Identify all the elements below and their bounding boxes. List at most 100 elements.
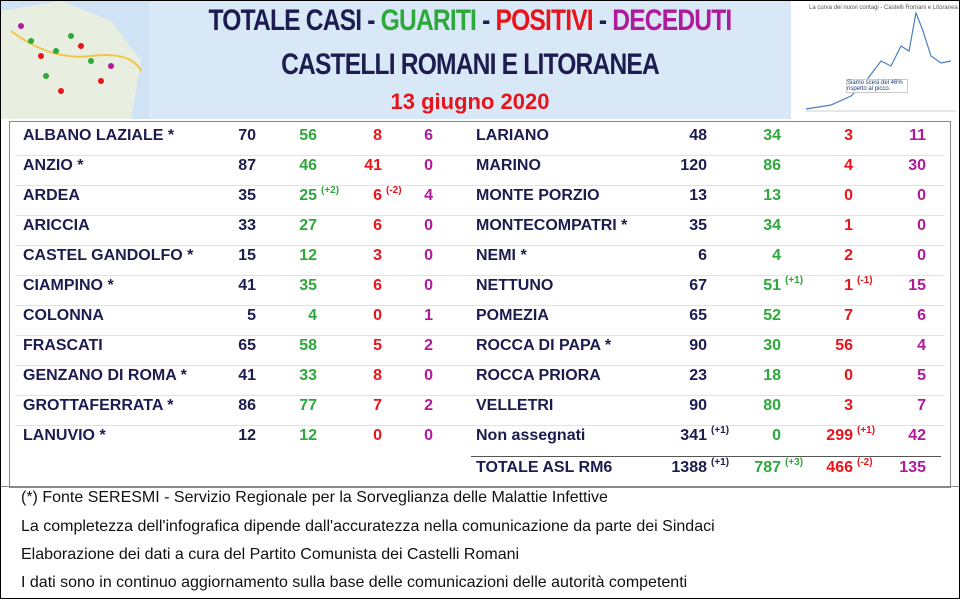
cell-positive: 6 (373, 187, 382, 204)
row-name: LARIANO (476, 127, 549, 144)
row-name: NEMI * (476, 247, 527, 264)
cell-recovered: 12 (299, 427, 317, 444)
row-name: TOTALE ASL RM6 (476, 459, 613, 476)
cell-deaths: 6 (917, 307, 926, 324)
row-divider (15, 305, 945, 306)
cell-recovered: 787 (754, 459, 781, 476)
cell-total: 90 (689, 337, 707, 354)
cell-positive: 7 (844, 307, 853, 324)
footer-note: I dati sono in continuo aggiornamento su… (21, 574, 688, 591)
cell-deaths: 0 (424, 217, 433, 234)
thumbnail-note: Siamo scesi del 46% rispetto al picco. (846, 79, 908, 93)
cell-deaths: 42 (908, 427, 926, 444)
cell-recovered: 0 (772, 427, 781, 444)
cell-recovered: 4 (308, 307, 317, 324)
cell-recovered: 27 (299, 217, 317, 234)
map-image (1, 1, 149, 119)
row-name: GROTTAFERRATA * (23, 397, 174, 414)
row-divider (15, 215, 945, 216)
title-part: GUARITI (380, 4, 477, 37)
row-name: MONTE PORZIO (476, 187, 600, 204)
cell-total: 13 (689, 187, 707, 204)
cell-positive: 5 (373, 337, 382, 354)
cell-positive: 3 (844, 397, 853, 414)
row-divider (15, 185, 945, 186)
cell-recovered: 4 (772, 247, 781, 264)
title-part: TOTALE CASI (208, 4, 363, 37)
cell-total: 65 (689, 307, 707, 324)
cell-deaths: 11 (909, 127, 926, 144)
cell-recovered: 34 (763, 127, 781, 144)
cell-recovered: 46 (299, 157, 317, 174)
cell-total: 87 (238, 157, 256, 174)
cell-deaths: 7 (917, 397, 926, 414)
cell-positive: 56 (835, 337, 853, 354)
delta-positive: (-2) (386, 185, 402, 196)
cell-deaths: 1 (424, 307, 433, 324)
cell-recovered: 56 (299, 127, 317, 144)
cell-deaths: 2 (424, 397, 433, 414)
cell-recovered: 34 (763, 217, 781, 234)
cell-total: 35 (689, 217, 707, 234)
cell-positive: 299 (826, 427, 853, 444)
title-part: DECEDUTI (612, 4, 732, 37)
cell-total: 67 (689, 277, 707, 294)
row-name: ROCCA DI PAPA * (476, 337, 612, 354)
cell-deaths: 15 (908, 277, 926, 294)
footer-note: Elaborazione dei dati a cura del Partito… (21, 546, 520, 563)
cell-total: 86 (238, 397, 256, 414)
cell-total: 41 (238, 277, 256, 294)
header: TOTALE CASI - GUARITI - POSITIVI - DECED… (1, 1, 959, 119)
cell-recovered: 18 (763, 367, 781, 384)
cell-positive: 0 (373, 307, 382, 324)
cell-recovered: 58 (299, 337, 317, 354)
cell-deaths: 0 (424, 427, 433, 444)
cell-deaths: 0 (424, 277, 433, 294)
delta-positive: (+1) (857, 425, 876, 436)
cell-total: 15 (238, 247, 256, 264)
cell-deaths: 0 (424, 247, 433, 264)
separator: - (482, 4, 490, 37)
subtitle: CASTELLI ROMANI E LITORANEA (281, 48, 660, 81)
cell-recovered: 33 (299, 367, 317, 384)
cell-positive: 2 (844, 247, 853, 264)
cell-deaths: 0 (917, 247, 926, 264)
footer-note: (*) Fonte SERESMI - Servizio Regionale p… (21, 489, 608, 506)
cell-positive: 41 (364, 157, 382, 174)
row-name: MONTECOMPATRI * (476, 217, 628, 234)
cell-total: 90 (689, 397, 707, 414)
cell-total: 12 (238, 427, 256, 444)
table-frame (9, 121, 951, 488)
cell-positive: 7 (373, 397, 382, 414)
title-part: POSITIVI (495, 4, 593, 37)
cell-total: 35 (238, 187, 256, 204)
cell-deaths: 0 (917, 187, 926, 204)
row-divider (15, 335, 945, 336)
cell-deaths: 6 (424, 127, 433, 144)
title: TOTALE CASI - GUARITI - POSITIVI - DECED… (207, 4, 733, 38)
cell-positive: 0 (373, 427, 382, 444)
cell-recovered: 35 (299, 277, 317, 294)
cell-positive: 4 (844, 157, 853, 174)
cell-positive: 0 (844, 187, 853, 204)
cell-positive: 6 (373, 277, 382, 294)
cell-deaths: 4 (424, 187, 433, 204)
row-name: ARDEA (23, 187, 80, 204)
row-name: POMEZIA (476, 307, 549, 324)
cell-deaths: 2 (424, 337, 433, 354)
delta-total: (+1) (711, 425, 730, 436)
row-name: FRASCATI (23, 337, 103, 354)
cell-total: 5 (247, 307, 256, 324)
row-divider (15, 275, 945, 276)
row-name: ANZIO * (23, 157, 84, 174)
cell-positive: 466 (826, 459, 853, 476)
cell-positive: 1 (844, 277, 853, 294)
cell-total: 70 (238, 127, 256, 144)
cell-total: 120 (680, 157, 707, 174)
cell-recovered: 80 (763, 397, 781, 414)
cell-positive: 8 (373, 367, 382, 384)
row-name: ALBANO LAZIALE * (23, 127, 175, 144)
row-name: ROCCA PRIORA (476, 367, 601, 384)
cell-total: 23 (689, 367, 707, 384)
